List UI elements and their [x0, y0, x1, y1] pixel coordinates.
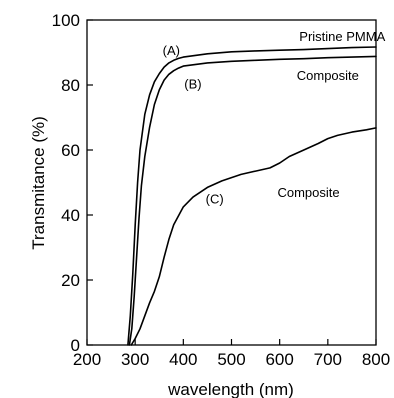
x-tick-label: 500: [217, 350, 245, 369]
x-tick-label: 800: [362, 350, 390, 369]
annotation-label: Composite: [277, 185, 339, 200]
x-tick-label: 300: [121, 350, 149, 369]
series-line-a: [127, 46, 377, 346]
y-tick-label: 100: [52, 11, 80, 30]
y-tick-label: 0: [71, 336, 80, 355]
x-tick-label: 700: [314, 350, 342, 369]
annotation-label: (B): [184, 76, 201, 91]
annotation-label: (A): [163, 43, 180, 58]
annotation-label: Composite: [297, 68, 359, 83]
annotation-label: (C): [206, 192, 224, 207]
y-tick-label: 20: [61, 271, 80, 290]
axis-ticks: 200 300 400 500 600 700 800 0 20 40 60 80 100: [52, 11, 391, 369]
x-tick-label: 600: [265, 350, 293, 369]
x-axis-label: wavelength (nm): [167, 380, 294, 398]
data-series: [127, 46, 377, 346]
annotation-label: Pristine PMMA: [299, 29, 385, 44]
y-tick-label: 80: [61, 76, 80, 95]
y-tick-label: 60: [61, 141, 80, 160]
annotations: Pristine PMMA (A) (B) Composite (C) Composite: [163, 29, 386, 207]
series-line-c: [130, 127, 377, 346]
series-line-b: [128, 55, 377, 346]
x-tick-label: 200: [73, 350, 101, 369]
x-tick-label: 400: [169, 350, 197, 369]
y-axis-label: Transmitance (%): [29, 116, 48, 250]
y-tick-label: 40: [61, 206, 80, 225]
